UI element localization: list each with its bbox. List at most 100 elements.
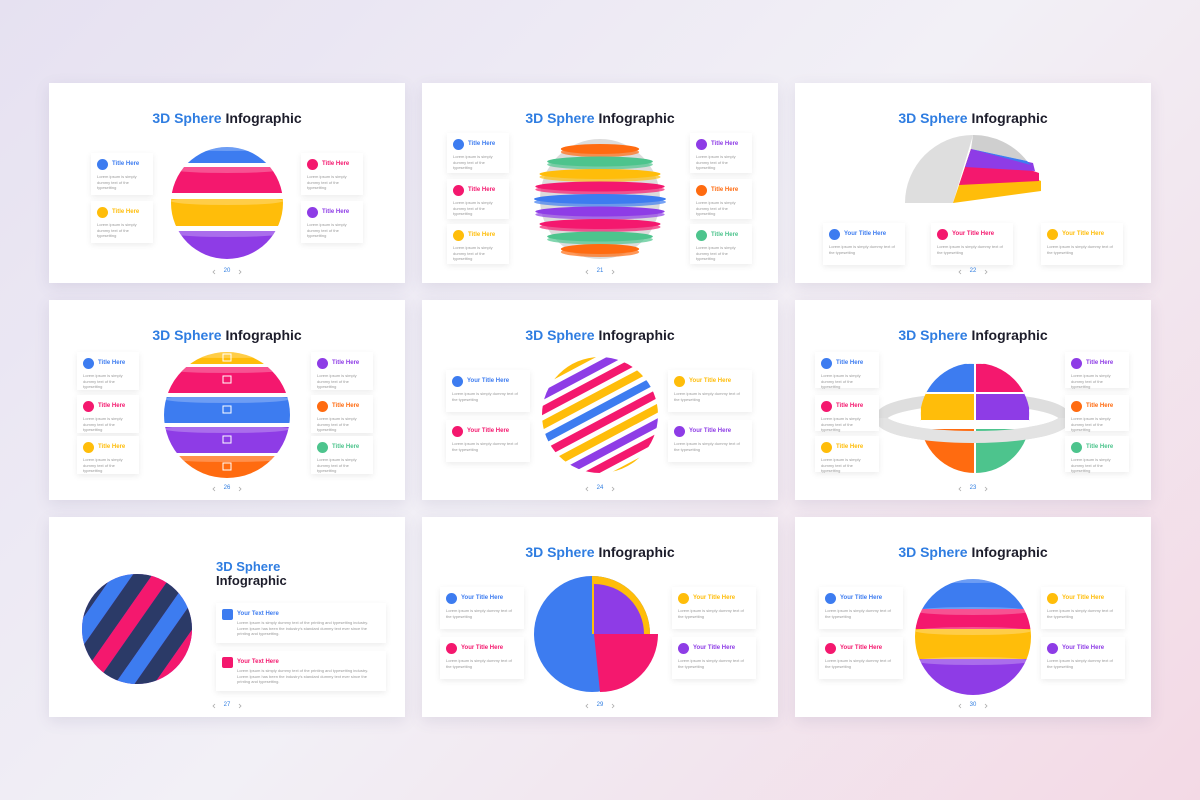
stripe	[542, 409, 658, 473]
band	[171, 199, 283, 226]
item-text: Lorem ipsum is simply dummy text of the …	[453, 200, 493, 216]
item-title: Title Here	[98, 360, 126, 366]
item-text: Lorem ipsum is simply dummy text of the …	[307, 174, 347, 190]
page-number: 27	[223, 702, 231, 708]
sphere	[920, 363, 1030, 473]
slide-title: 3D Sphere Infographic	[795, 327, 1151, 343]
icon	[821, 442, 832, 453]
item-text: Lorem ipsum is simply dummy text of the …	[453, 245, 493, 261]
item-text: Lorem ipsum is simply dummy text of the …	[317, 457, 357, 473]
item-text: Lorem ipsum is simply dummy text of the …	[452, 391, 518, 402]
item-text: Lorem ipsum is simply dummy text of the …	[317, 373, 357, 389]
prev-arrow	[585, 269, 589, 275]
item-text: Lorem ipsum is simply dummy text of the …	[1071, 457, 1111, 473]
info-box: Your Title Here Lorem ipsum is simply dum…	[1041, 223, 1123, 265]
icon	[825, 593, 836, 604]
item-text: Lorem ipsum is simply dummy text of the …	[1071, 373, 1111, 389]
item-title: Title Here	[332, 444, 360, 450]
next-arrow	[238, 703, 242, 709]
sphere	[905, 135, 973, 203]
info-box: Title Here Lorem ipsum is simply dummy te…	[447, 179, 509, 219]
info-box: Title Here Lorem ipsum is simply dummy te…	[815, 395, 879, 432]
segment	[974, 363, 1030, 394]
icon	[317, 442, 328, 453]
icon	[453, 139, 464, 150]
item-text: Lorem ipsum is simply dummy text of the …	[83, 457, 123, 473]
info-box: Title Here Lorem ipsum is simply dummy te…	[301, 153, 363, 195]
band-top	[164, 454, 290, 462]
item-text: Lorem ipsum is simply dummy text of the …	[307, 222, 347, 238]
info-box: Title Here Lorem ipsum is simply dummy te…	[91, 201, 153, 243]
slide-art	[164, 352, 290, 492]
band-top	[171, 165, 283, 173]
segment	[920, 392, 976, 422]
slide-art	[171, 147, 283, 275]
info-box: Your Title Here Lorem ipsum is simply dum…	[823, 223, 905, 265]
info-box: Your Title Here Lorem ipsum is simply dum…	[931, 223, 1013, 265]
next-arrow	[238, 486, 242, 492]
prev-arrow	[212, 269, 216, 275]
layer	[594, 584, 644, 634]
page-number: 26	[223, 485, 231, 491]
item-text: Lorem ipsum is simply dummy text of the …	[821, 457, 861, 473]
slide: 3D Sphere Infographic Your Title Here Lore…	[422, 517, 778, 717]
disc	[534, 194, 666, 204]
info-box: Title Here Lorem ipsum is simply dummy te…	[447, 224, 509, 264]
title-main: Infographic	[971, 110, 1048, 126]
band	[164, 397, 290, 423]
item-title: Title Here	[98, 444, 126, 450]
icon	[937, 229, 948, 240]
prev-arrow	[585, 486, 589, 492]
icon	[83, 358, 94, 369]
title-accent: 3D Sphere	[525, 110, 595, 126]
slide-art	[915, 579, 1031, 709]
item-text: Lorem ipsum is simply dummy text of the …	[83, 416, 123, 432]
next-arrow	[238, 269, 242, 275]
stripe	[110, 574, 192, 684]
icon	[1071, 358, 1082, 369]
icon	[825, 643, 836, 654]
title-accent: 3D Sphere	[152, 327, 222, 343]
title-main: Infographic	[598, 544, 675, 560]
info-box: Title Here Lorem ipsum is simply dummy te…	[1065, 352, 1129, 389]
stripe	[123, 583, 192, 684]
band-top	[164, 425, 290, 433]
page-number: 23	[969, 485, 977, 491]
icon	[83, 401, 94, 412]
item-text: Lorem ipsum is simply dummy text of the …	[446, 658, 512, 669]
item-title: Your Title Here	[461, 595, 504, 601]
item-text: Lorem ipsum is simply dummy text of the …	[83, 373, 123, 389]
title-accent: 3D Sphere	[525, 544, 595, 560]
prev-arrow	[958, 703, 962, 709]
band-top	[915, 579, 1031, 583]
item-title: Your Title Here	[1062, 595, 1105, 601]
next-arrow	[611, 703, 615, 709]
band-top	[164, 395, 290, 403]
band-top	[171, 197, 283, 205]
info-box: Your Title Here Lorem ipsum is simply dum…	[440, 587, 524, 629]
info-box: Title Here Lorem ipsum is simply dummy te…	[311, 352, 373, 390]
icon	[317, 401, 328, 412]
info-box: Title Here Lorem ipsum is simply dummy te…	[690, 224, 752, 264]
band-top	[171, 147, 283, 151]
page-number: 29	[596, 702, 604, 708]
item-title: Title Here	[711, 232, 739, 238]
info-box: Your Title Here Lorem ipsum is simply dum…	[819, 637, 903, 679]
title-main: Infographic	[598, 110, 675, 126]
page-number: 20	[223, 268, 231, 274]
item-title: Title Here	[322, 209, 350, 215]
next-arrow	[984, 486, 988, 492]
info-box: Title Here Lorem ipsum is simply dummy te…	[1065, 436, 1129, 473]
item-title: Your Title Here	[840, 645, 883, 651]
item-text: Lorem ipsum is simply dummy text of the …	[317, 416, 357, 432]
item-text: Lorem ipsum is simply dummy text of the …	[696, 200, 736, 216]
title-accent: 3D Sphere	[898, 110, 968, 126]
stripe	[82, 574, 186, 684]
disc	[560, 144, 640, 154]
info-box: Title Here Lorem ipsum is simply dummy te…	[301, 201, 363, 243]
title-accent: 3D Sphere	[216, 559, 281, 574]
item-text: Lorem ipsum is simply dummy text of the …	[674, 441, 740, 452]
item-title: Your Title Here	[840, 595, 883, 601]
title-main: Infographic	[971, 327, 1048, 343]
info-box: Your Title Here Lorem ipsum is simply dum…	[440, 637, 524, 679]
